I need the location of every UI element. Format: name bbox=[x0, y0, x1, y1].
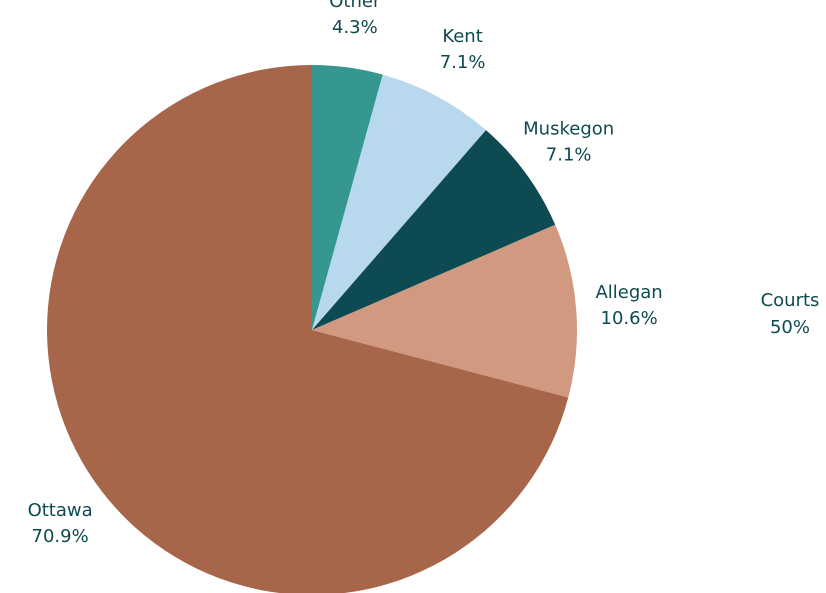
pie-slice bbox=[46, 65, 569, 593]
slice-label: Other bbox=[329, 0, 381, 12]
pie-slice bbox=[312, 74, 486, 331]
pie-slice bbox=[312, 224, 577, 398]
slice-value-label: 70.9% bbox=[32, 526, 89, 547]
slice-value-label: 7.1% bbox=[546, 144, 592, 165]
slice-label: Kent bbox=[442, 26, 482, 47]
slice-label: Ottawa bbox=[28, 500, 93, 521]
pie-slice bbox=[312, 65, 383, 330]
slice-value-label: 4.3% bbox=[332, 17, 378, 38]
slice-value-label: 7.1% bbox=[440, 52, 486, 73]
slice-label: Allegan bbox=[595, 282, 662, 303]
extra-label-value: 50% bbox=[770, 317, 810, 338]
slice-label: Muskegon bbox=[523, 118, 614, 139]
slice-value-label: 10.6% bbox=[601, 308, 658, 329]
extra-label-name: Courts bbox=[761, 290, 820, 311]
pie-slice bbox=[312, 130, 556, 330]
